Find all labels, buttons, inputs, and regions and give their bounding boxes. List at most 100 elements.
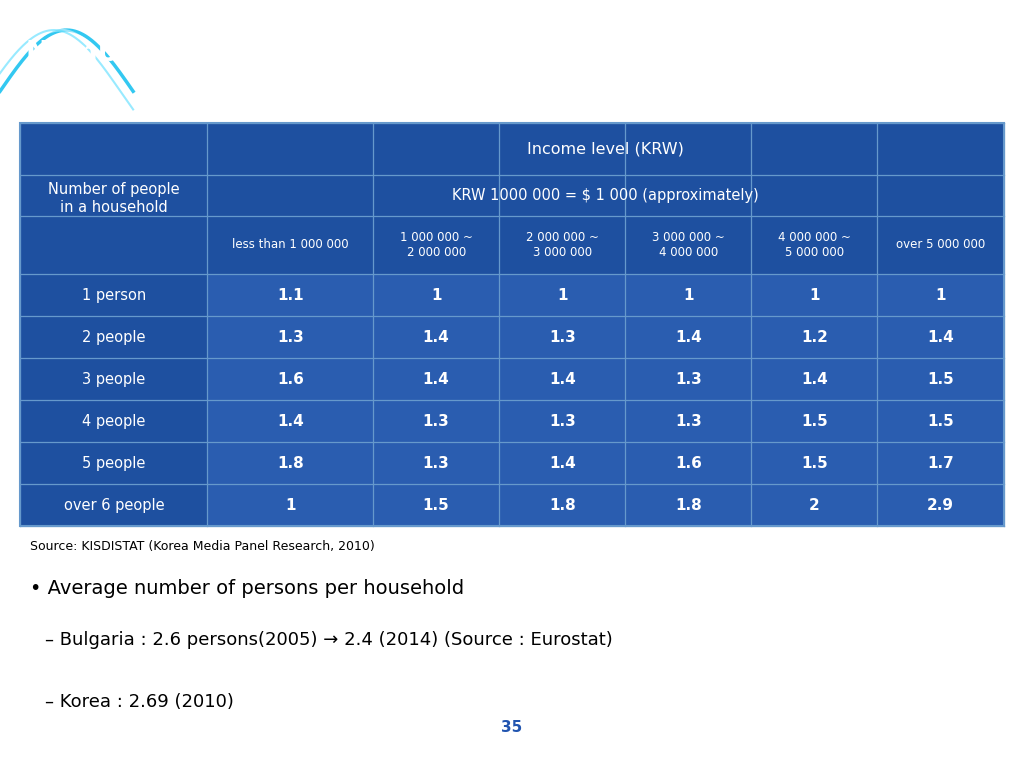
Text: 1.2: 1.2 [801, 329, 827, 345]
Bar [208, 358, 373, 400]
Bar [626, 484, 752, 526]
Text: 3 people: 3 people [82, 372, 145, 386]
Text: Income level (KRW): Income level (KRW) [527, 141, 684, 157]
Bar [752, 216, 878, 274]
Text: 2 000 000 ~
3 000 000: 2 000 000 ~ 3 000 000 [525, 231, 599, 259]
Bar [20, 274, 208, 316]
Bar [373, 358, 499, 400]
Bar [626, 175, 752, 216]
Bar [752, 358, 878, 400]
Bar [626, 442, 752, 484]
Text: 1.4: 1.4 [675, 329, 701, 345]
Bar [752, 123, 878, 175]
Text: over 5 000 000: over 5 000 000 [896, 238, 985, 251]
Bar [20, 216, 208, 274]
Bar [626, 216, 752, 274]
Bar [373, 316, 499, 358]
Bar [752, 274, 878, 316]
Bar [626, 400, 752, 442]
Bar [752, 316, 878, 358]
Bar [499, 484, 626, 526]
Text: 4 000 000 ~
5 000 000: 4 000 000 ~ 5 000 000 [778, 231, 851, 259]
Bar [752, 400, 878, 442]
Text: 1.4: 1.4 [927, 329, 953, 345]
Text: 4 people: 4 people [82, 414, 145, 429]
Bar [752, 442, 878, 484]
Bar [499, 274, 626, 316]
Bar [373, 123, 499, 175]
Bar [208, 216, 373, 274]
Bar [626, 316, 752, 358]
Bar [208, 175, 373, 216]
Text: 1: 1 [431, 287, 441, 303]
Bar [20, 123, 208, 175]
Bar [373, 484, 499, 526]
Text: 3 000 000 ~
4 000 000: 3 000 000 ~ 4 000 000 [652, 231, 725, 259]
Text: 1.5: 1.5 [927, 414, 953, 429]
Text: 1.3: 1.3 [675, 414, 701, 429]
Bar [878, 123, 1004, 175]
Text: 1.3: 1.3 [423, 414, 450, 429]
Bar [373, 175, 499, 216]
Bar [373, 400, 499, 442]
Text: 1: 1 [557, 287, 567, 303]
Bar [499, 175, 626, 216]
Text: 1.3: 1.3 [423, 455, 450, 471]
Bar [878, 442, 1004, 484]
Bar [878, 316, 1004, 358]
Bar [626, 123, 752, 175]
Text: • Average number of persons per household: • Average number of persons per househol… [31, 578, 465, 598]
Bar [20, 484, 208, 526]
Bar [626, 358, 752, 400]
Text: 1.3: 1.3 [276, 329, 304, 345]
Text: KRW 1000 000 = $ 1 000 (approximately): KRW 1000 000 = $ 1 000 (approximately) [453, 188, 759, 203]
Text: 1.8: 1.8 [276, 455, 304, 471]
Bar [626, 274, 752, 316]
Text: 1: 1 [285, 498, 296, 512]
Text: 1.8: 1.8 [675, 498, 701, 512]
Text: 35: 35 [502, 720, 522, 735]
Text: 1.4: 1.4 [423, 329, 450, 345]
Text: 1.4: 1.4 [549, 372, 575, 386]
Text: 2: 2 [809, 498, 820, 512]
Bar [373, 216, 499, 274]
Text: 1.3: 1.3 [549, 414, 575, 429]
Bar [878, 484, 1004, 526]
Bar [499, 442, 626, 484]
Bar [752, 484, 878, 526]
Text: 1.4: 1.4 [801, 372, 827, 386]
Text: 1.6: 1.6 [675, 455, 701, 471]
Bar [20, 316, 208, 358]
Text: 1.5: 1.5 [801, 455, 827, 471]
Bar [20, 442, 208, 484]
Text: 1: 1 [683, 287, 693, 303]
Text: 5 people: 5 people [82, 455, 145, 471]
Bar [499, 358, 626, 400]
Bar [208, 316, 373, 358]
Bar [499, 400, 626, 442]
Text: 1.8: 1.8 [549, 498, 575, 512]
Text: 1.5: 1.5 [423, 498, 450, 512]
Text: 1 000 000 ~
2 000 000: 1 000 000 ~ 2 000 000 [399, 231, 472, 259]
Text: less than 1 000 000: less than 1 000 000 [232, 238, 348, 251]
Text: 1.5: 1.5 [927, 372, 953, 386]
Text: Number of TVs in a household (per income, per number of people): Number of TVs in a household (per income… [26, 39, 1024, 68]
Text: 1 person: 1 person [82, 287, 146, 303]
Bar [752, 175, 878, 216]
Bar [208, 442, 373, 484]
Bar [499, 316, 626, 358]
Text: 1.7: 1.7 [927, 455, 953, 471]
Text: 1.5: 1.5 [801, 414, 827, 429]
Bar [878, 400, 1004, 442]
Bar [878, 358, 1004, 400]
Text: 1.6: 1.6 [276, 372, 304, 386]
Text: 1: 1 [935, 287, 946, 303]
Bar [208, 400, 373, 442]
Bar [20, 358, 208, 400]
Bar [208, 123, 373, 175]
Text: Source: KISDISTAT (Korea Media Panel Research, 2010): Source: KISDISTAT (Korea Media Panel Res… [31, 540, 375, 553]
Text: over 6 people: over 6 people [63, 498, 164, 512]
Text: 2.9: 2.9 [927, 498, 954, 512]
Bar [208, 274, 373, 316]
Text: – Bulgaria : 2.6 persons(2005) → 2.4 (2014) (Source : Eurostat): – Bulgaria : 2.6 persons(2005) → 2.4 (20… [45, 631, 612, 650]
